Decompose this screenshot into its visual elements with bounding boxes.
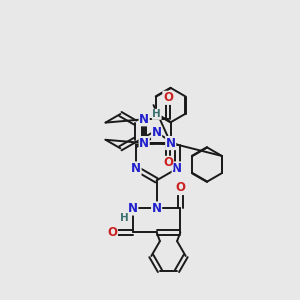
Text: N: N: [152, 202, 162, 215]
Text: O: O: [107, 226, 117, 239]
Text: N: N: [131, 162, 141, 175]
Text: O: O: [163, 156, 173, 170]
Text: N: N: [166, 136, 176, 150]
Text: N: N: [128, 202, 138, 215]
Text: O: O: [176, 182, 185, 194]
Text: N: N: [152, 126, 162, 139]
Text: H: H: [120, 213, 129, 224]
Text: N: N: [139, 136, 149, 150]
Text: H: H: [152, 109, 161, 119]
Text: N: N: [139, 113, 149, 126]
Text: N: N: [172, 162, 182, 175]
Text: O: O: [163, 91, 173, 104]
